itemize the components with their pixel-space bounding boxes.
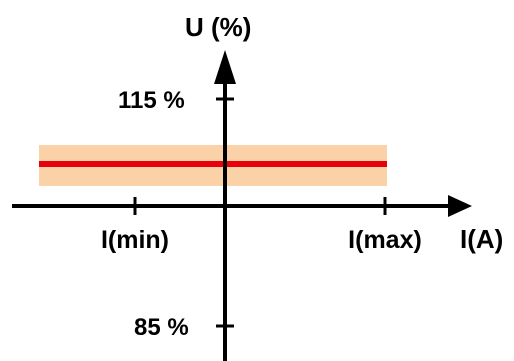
tick-label-115: 115 % <box>118 87 185 114</box>
x-axis-label: I(A) <box>460 224 503 254</box>
y-axis-label: U (%) <box>185 12 251 42</box>
tick-label-imax: I(max) <box>348 226 422 254</box>
x-axis-arrowhead <box>448 195 472 217</box>
tick-label-imin: I(min) <box>101 226 169 254</box>
y-axis-arrowhead <box>214 50 236 84</box>
tick-label-85: 85 % <box>134 314 189 341</box>
